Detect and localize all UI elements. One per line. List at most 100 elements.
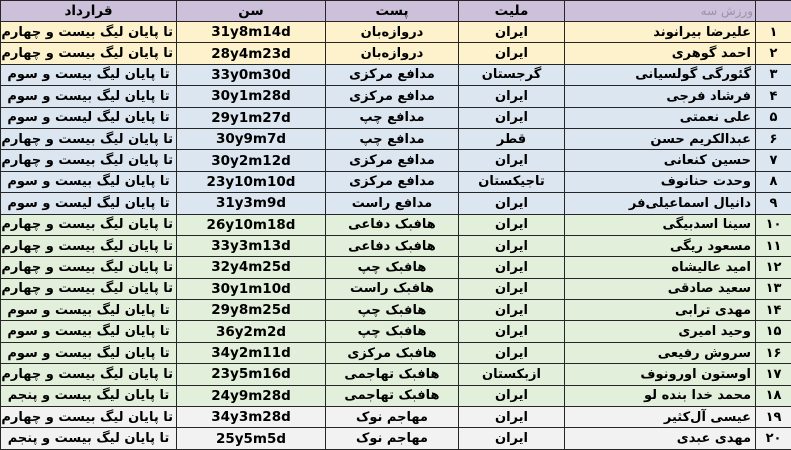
player-nationality: ایران [458, 106, 565, 129]
table-row: ۱۱ مسعود ریگی ایران هافبک دفاعی 33y3m13d… [0, 234, 791, 258]
player-age: 30y1m10d [176, 277, 326, 301]
squad-table-header: ورزش سه ملیت پست سن قرارداد [0, 0, 791, 22]
player-nationality: ایران [458, 320, 565, 343]
table-row: ۲۰ مهدی عبدی ایران مهاجم نوک 25y5m5d تا … [0, 427, 791, 450]
table-row: ۱ علیرضا بیرانوند ایران دروازه‌بان 31y8m… [0, 20, 791, 44]
row-number: ۱۱ [755, 234, 791, 258]
player-contract: تا پایان لیگ بیست و سوم [0, 299, 177, 322]
player-name: احمد گوهری [564, 42, 756, 65]
player-nationality: ازبکستان [458, 363, 565, 386]
row-number: ۱۲ [755, 256, 791, 279]
player-contract: تا پایان لیگ لیست و سوم [0, 192, 177, 215]
player-age: 34y3m28d [176, 406, 326, 429]
table-row: ۱۰ سینا اسدبیگی ایران هافبک دفاعی 26y10m… [0, 213, 791, 236]
header-age: سن [176, 0, 326, 22]
table-row: ۳ گئورگی گولسیانی گرجستان مدافع مرکزی 33… [0, 63, 791, 87]
player-position: مدافع چپ [325, 127, 459, 151]
player-contract: تا پایان لیگ لیست و سوم [0, 106, 177, 129]
table-row: ۹ دانیال اسماعیلی‌فر ایران مدافع راست 31… [0, 192, 791, 215]
table-row: ۵ علی نعمتی ایران مدافع چپ 29y1m27d تا پ… [0, 106, 791, 129]
player-contract: تا پایان لیگ بیست و سوم [0, 170, 177, 194]
table-row: ۱۵ وحید امیری ایران هافبک چپ 36y2m2d تا … [0, 320, 791, 343]
header-nationality: ملیت [458, 0, 565, 22]
player-position: هافبک چپ [325, 320, 459, 343]
player-nationality: ایران [458, 192, 565, 215]
player-nationality: ایران [458, 149, 565, 172]
header-name-watermark: ورزش سه [564, 0, 756, 22]
row-number: ۲۰ [755, 427, 791, 450]
player-nationality: ایران [458, 256, 565, 279]
player-name: وحدت حنانوف [564, 170, 756, 194]
player-nationality: ایران [458, 234, 565, 258]
player-nationality: ایران [458, 341, 565, 365]
player-nationality: ایران [458, 299, 565, 322]
player-name: سعید صادقی [564, 277, 756, 301]
player-name: محمد خدا بنده لو [564, 384, 756, 408]
player-nationality: ایران [458, 20, 565, 44]
player-name: مهدی ترابی [564, 299, 756, 322]
row-number: ۱ [755, 20, 791, 44]
player-position: هافبک راست [325, 277, 459, 301]
table-row: ۱۹ عیسی آل‌کثیر ایران مهاجم نوک 34y3m28d… [0, 406, 791, 429]
player-position: مهاجم نوک [325, 406, 459, 429]
player-name: مسعود ریگی [564, 234, 756, 258]
player-position: هافبک دفاعی [325, 234, 459, 258]
player-contract: تا پایان لیگ بیست و پنجم [0, 427, 177, 450]
player-name: وحید امیری [564, 320, 756, 343]
player-contract: تا پایان لیگ بیست و چهارم [0, 213, 177, 236]
row-number: ۱۹ [755, 406, 791, 429]
squad-table-body: ۱ علیرضا بیرانوند ایران دروازه‌بان 31y8m… [0, 20, 791, 450]
header-position: پست [325, 0, 459, 22]
player-age: 30y2m12d [176, 149, 326, 172]
player-position: مدافع مرکزی [325, 170, 459, 194]
player-age: 32y4m25d [176, 256, 326, 279]
row-number: ۵ [755, 106, 791, 129]
player-contract: تا پایان لیگ بیست و چهارم [0, 20, 177, 44]
player-age: 23y5m16d [176, 363, 326, 386]
player-name: سروش رفیعی [564, 341, 756, 365]
row-number: ۱۰ [755, 213, 791, 236]
table-row: ۴ فرشاد فرجی ایران مدافع مرکزی 30y1m28d … [0, 85, 791, 108]
table-row: ۱۶ سروش رفیعی ایران هافبک مرکزی 34y2m11d… [0, 341, 791, 365]
table-row: ۱۳ سعید صادقی ایران هافبک راست 30y1m10d … [0, 277, 791, 301]
player-name: گئورگی گولسیانی [564, 63, 756, 87]
player-age: 28y4m23d [176, 42, 326, 65]
player-name: اوستون اورونوف [564, 363, 756, 386]
player-age: 31y3m9d [176, 192, 326, 215]
player-name: عبدالکریم حسن [564, 127, 756, 151]
player-contract: تا پایان لیگ بیست و چهارم [0, 277, 177, 301]
player-age: 25y5m5d [176, 427, 326, 450]
player-age: 24y9m28d [176, 384, 326, 408]
player-contract: تا پایان لیگ بیست و چهارم [0, 149, 177, 172]
player-age: 29y8m25d [176, 299, 326, 322]
player-contract: تا پایان لیگ بیست و سوم [0, 85, 177, 108]
player-position: مهاجم نوک [325, 427, 459, 450]
player-age: 29y1m27d [176, 106, 326, 129]
player-contract: تا پایان لیگ بیست و چهارم [0, 127, 177, 151]
player-age: 30y9m7d [176, 127, 326, 151]
row-number: ۳ [755, 63, 791, 87]
player-age: 26y10m18d [176, 213, 326, 236]
player-position: هافبک مرکزی [325, 341, 459, 365]
player-name: امید عالیشاه [564, 256, 756, 279]
player-position: مدافع مرکزی [325, 149, 459, 172]
player-name: علی نعمتی [564, 106, 756, 129]
player-nationality: قطر [458, 127, 565, 151]
player-position: هافبک دفاعی [325, 213, 459, 236]
row-number: ۱۶ [755, 341, 791, 365]
row-number: ۱۸ [755, 384, 791, 408]
player-contract: تا پایان لیگ بیست و سوم [0, 320, 177, 343]
player-position: هافبک چپ [325, 299, 459, 322]
player-position: هافبک تهاجمی [325, 363, 459, 386]
player-contract: تا پایان لیگ بیست و چهارم [0, 363, 177, 386]
player-nationality: ایران [458, 277, 565, 301]
player-nationality: ایران [458, 384, 565, 408]
player-name: فرشاد فرجی [564, 85, 756, 108]
row-number: ۸ [755, 170, 791, 194]
player-age: 33y3m13d [176, 234, 326, 258]
table-row: ۱۴ مهدی ترابی ایران هافبک چپ 29y8m25d تا… [0, 299, 791, 322]
row-number: ۴ [755, 85, 791, 108]
player-contract: تا پایان لیگ بیست و سوم [0, 341, 177, 365]
player-position: دروازه‌بان [325, 20, 459, 44]
table-row: ۷ حسین کنعانی ایران مدافع مرکزی 30y2m12d… [0, 149, 791, 172]
